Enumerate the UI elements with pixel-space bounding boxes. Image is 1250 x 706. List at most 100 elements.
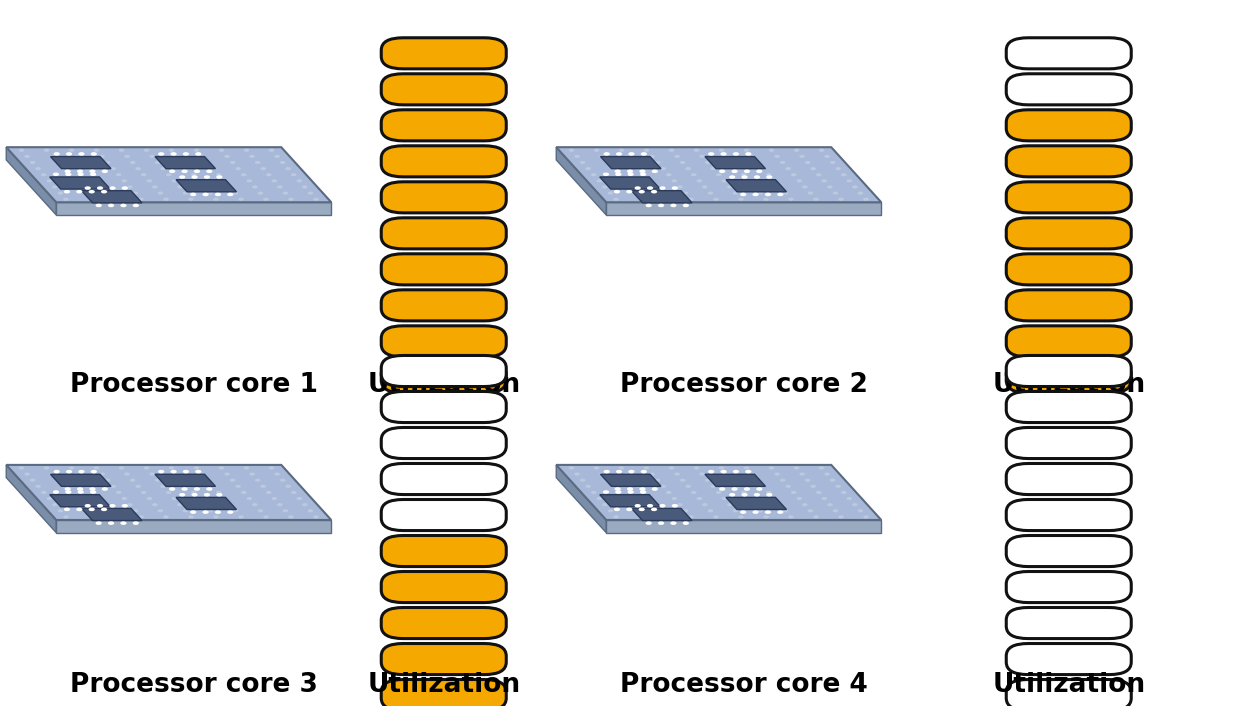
Circle shape — [641, 173, 646, 176]
Circle shape — [810, 485, 816, 488]
Circle shape — [130, 479, 135, 481]
Circle shape — [719, 487, 725, 491]
Circle shape — [651, 487, 658, 491]
Circle shape — [101, 487, 107, 491]
Circle shape — [639, 508, 645, 511]
Circle shape — [574, 472, 580, 476]
Circle shape — [109, 186, 115, 190]
Circle shape — [744, 149, 749, 152]
Circle shape — [91, 470, 98, 474]
Circle shape — [54, 152, 60, 156]
Circle shape — [731, 169, 738, 173]
Circle shape — [114, 515, 119, 518]
Circle shape — [85, 186, 91, 190]
Circle shape — [632, 191, 639, 195]
Circle shape — [670, 204, 676, 208]
Circle shape — [604, 152, 610, 156]
Circle shape — [71, 179, 78, 182]
Circle shape — [206, 487, 212, 491]
Circle shape — [616, 173, 621, 176]
Circle shape — [635, 186, 641, 190]
Circle shape — [132, 522, 139, 525]
Circle shape — [720, 470, 726, 474]
Circle shape — [639, 190, 645, 193]
Circle shape — [141, 173, 146, 176]
Circle shape — [810, 167, 816, 170]
Circle shape — [615, 172, 621, 176]
Polygon shape — [556, 465, 881, 520]
Polygon shape — [6, 465, 331, 520]
FancyBboxPatch shape — [381, 217, 506, 249]
Circle shape — [216, 493, 222, 496]
Circle shape — [314, 515, 319, 518]
Circle shape — [107, 191, 114, 195]
Circle shape — [89, 198, 94, 201]
Circle shape — [689, 198, 694, 201]
Text: Utilization: Utilization — [992, 372, 1145, 397]
Circle shape — [253, 186, 258, 189]
Circle shape — [146, 497, 152, 500]
Circle shape — [745, 470, 751, 474]
Circle shape — [215, 510, 221, 514]
Circle shape — [79, 470, 85, 474]
Circle shape — [628, 490, 634, 493]
Circle shape — [208, 509, 214, 513]
Circle shape — [648, 504, 654, 508]
Circle shape — [90, 172, 96, 176]
Circle shape — [69, 149, 74, 152]
Circle shape — [821, 497, 828, 500]
Circle shape — [674, 472, 680, 476]
Circle shape — [569, 149, 574, 152]
Circle shape — [174, 155, 180, 158]
Circle shape — [766, 493, 772, 496]
Circle shape — [752, 510, 759, 514]
Circle shape — [785, 167, 791, 170]
Circle shape — [60, 167, 66, 170]
Circle shape — [232, 509, 239, 513]
Circle shape — [271, 179, 278, 182]
Circle shape — [682, 191, 689, 195]
Circle shape — [19, 149, 24, 152]
Circle shape — [639, 515, 644, 518]
Circle shape — [190, 193, 196, 196]
Circle shape — [841, 173, 846, 176]
Circle shape — [164, 515, 169, 518]
Circle shape — [594, 467, 599, 469]
Circle shape — [90, 490, 96, 493]
FancyBboxPatch shape — [381, 644, 506, 675]
Polygon shape — [155, 474, 215, 486]
Circle shape — [610, 485, 616, 488]
Circle shape — [639, 169, 645, 173]
Circle shape — [205, 479, 210, 481]
FancyBboxPatch shape — [381, 289, 506, 321]
Polygon shape — [600, 177, 660, 189]
Circle shape — [824, 155, 830, 158]
Circle shape — [758, 509, 764, 513]
Circle shape — [608, 509, 614, 513]
Circle shape — [699, 155, 705, 158]
Text: Utilization: Utilization — [368, 372, 520, 397]
Circle shape — [258, 191, 264, 195]
Circle shape — [65, 169, 71, 173]
Circle shape — [158, 509, 164, 513]
Circle shape — [741, 173, 746, 176]
Circle shape — [80, 161, 85, 164]
Circle shape — [802, 503, 808, 506]
Circle shape — [732, 152, 739, 156]
Circle shape — [808, 191, 814, 195]
Circle shape — [605, 161, 610, 164]
Circle shape — [253, 503, 258, 506]
Circle shape — [821, 179, 828, 182]
Circle shape — [766, 491, 771, 494]
Circle shape — [830, 479, 835, 481]
Circle shape — [728, 186, 732, 189]
Circle shape — [164, 198, 169, 201]
Circle shape — [119, 149, 124, 152]
Circle shape — [230, 161, 235, 164]
Circle shape — [749, 155, 755, 158]
Circle shape — [835, 485, 841, 488]
Circle shape — [264, 198, 269, 201]
Circle shape — [615, 487, 621, 491]
Circle shape — [221, 179, 228, 182]
Circle shape — [158, 470, 164, 474]
